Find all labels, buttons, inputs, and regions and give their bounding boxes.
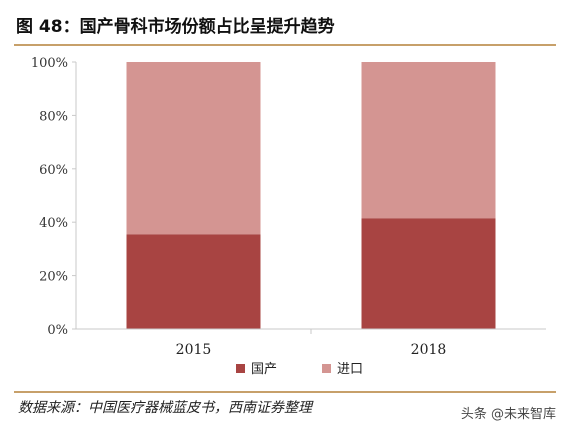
bars [126,62,496,329]
legend-swatch [322,364,331,373]
watermark: 头条 @未来智库 [460,407,556,422]
bar-segment-进口-2015 [126,62,261,235]
y-tick-label: 40% [39,216,68,231]
legend-label: 进口 [337,362,363,377]
y-tick-label: 0% [47,323,68,338]
figure-title: 图 48：国产骨科市场份额占比呈提升趋势 [16,17,335,37]
legend: 国产 进口 [236,362,363,377]
x-tick-label: 2015 [176,342,212,358]
bar-segment-进口-2018 [361,62,496,219]
legend-swatch [236,364,245,373]
y-tick-label: 80% [39,109,68,124]
bar-segment-国产-2018 [361,218,496,329]
legend-label: 国产 [251,362,277,377]
title-divider [14,44,556,46]
source-note: 数据来源：中国医疗器械蓝皮书，西南证券整理 [18,400,312,416]
y-axis: 0% 20% 40% 60% 80% 100% [31,56,77,338]
x-tick-label: 2018 [411,342,447,358]
y-tick-label: 100% [31,56,68,71]
x-axis: 2015 2018 [76,328,546,358]
y-tick-label: 60% [39,163,68,178]
bar-segment-国产-2015 [126,234,261,329]
y-tick-label: 20% [39,270,68,285]
source-divider [14,391,556,393]
